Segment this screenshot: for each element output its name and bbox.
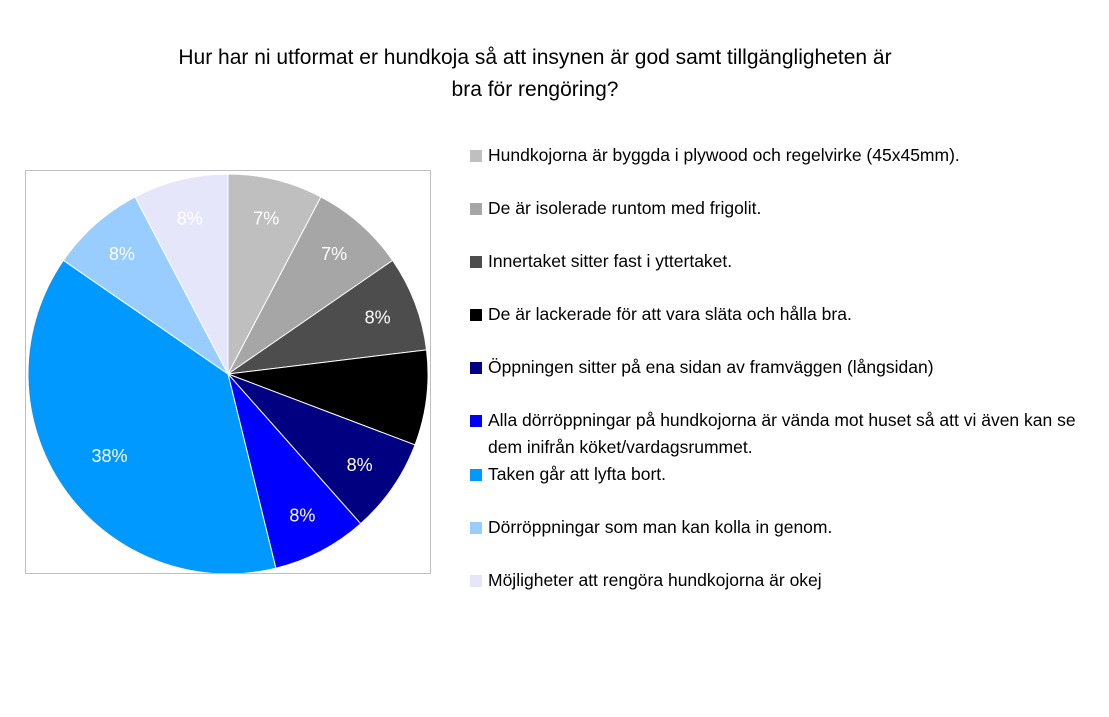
legend: Hundkojorna är byggda i plywood och rege… [466, 142, 1096, 620]
legend-swatch [470, 150, 482, 162]
pie-data-label: 8% [177, 209, 203, 229]
legend-item: De är lackerade för att vara släta och h… [466, 301, 1096, 328]
legend-item: Öppningen sitter på ena sidan av framväg… [466, 354, 1096, 381]
legend-label: Öppningen sitter på ena sidan av framväg… [488, 357, 934, 377]
pie-slice [227, 259, 428, 375]
legend-item: De är isolerade runtom med frigolit. [466, 195, 1096, 222]
pie-chart: 7% 7% 8% 8% 8% 8% 38% 8% 8% [27, 173, 429, 573]
pie-plot-area: 7% 7% 8% 8% 8% 8% 38% 8% 8% [25, 170, 431, 574]
legend-swatch [470, 575, 482, 587]
pie-data-label: 8% [109, 244, 135, 264]
pie-slice [27, 259, 277, 573]
legend-swatch [470, 256, 482, 268]
pie-data-label: 8% [347, 455, 373, 475]
legend-label: De är isolerade runtom med frigolit. [488, 198, 762, 218]
legend-item: Hundkojorna är byggda i plywood och rege… [466, 142, 1096, 169]
legend-swatch [470, 203, 482, 215]
legend-item: Dörröppningar som man kan kolla in genom… [466, 514, 1096, 541]
pie-data-label: 8% [374, 383, 400, 403]
pie-data-label: 7% [321, 244, 347, 264]
chart-title: Hur har ni utformat er hundkoja så att i… [178, 46, 892, 101]
legend-item: Taken går att lyfta bort. [466, 461, 1096, 488]
legend-swatch [470, 522, 482, 534]
legend-swatch [470, 362, 482, 374]
pie-slice [227, 196, 394, 375]
legend-item: Möjligheter att rengöra hundkojorna är o… [466, 567, 1096, 594]
legend-label: Dörröppningar som man kan kolla in genom… [488, 517, 833, 537]
legend-label: Möjligheter att rengöra hundkojorna är o… [488, 570, 822, 590]
legend-label: Taken går att lyfta bort. [488, 464, 667, 484]
pie-slice [227, 373, 362, 569]
legend-label: De är lackerade för att vara släta och h… [488, 304, 852, 324]
legend-item: Alla dörröppningar på hundkojorna är vän… [466, 407, 1096, 461]
legend-swatch [470, 415, 482, 427]
legend-label: Alla dörröppningar på hundkojorna är vän… [488, 410, 1076, 457]
pie-slice [62, 196, 229, 375]
pie-slice [227, 373, 416, 525]
pie-slice [134, 173, 229, 375]
legend-label: Hundkojorna är byggda i plywood och rege… [488, 145, 960, 165]
pie-slice [227, 349, 429, 446]
legend-label: Innertaket sitter fast i yttertaket. [488, 251, 733, 271]
legend-swatch [470, 469, 482, 481]
pie-data-label: 8% [289, 506, 315, 526]
legend-item: Innertaket sitter fast i yttertaket. [466, 248, 1096, 275]
legend-swatch [470, 309, 482, 321]
pie-data-label: 8% [365, 307, 391, 327]
pie-data-label: 38% [91, 446, 127, 466]
pie-data-label: 7% [253, 209, 279, 229]
pie-slice [227, 173, 322, 375]
